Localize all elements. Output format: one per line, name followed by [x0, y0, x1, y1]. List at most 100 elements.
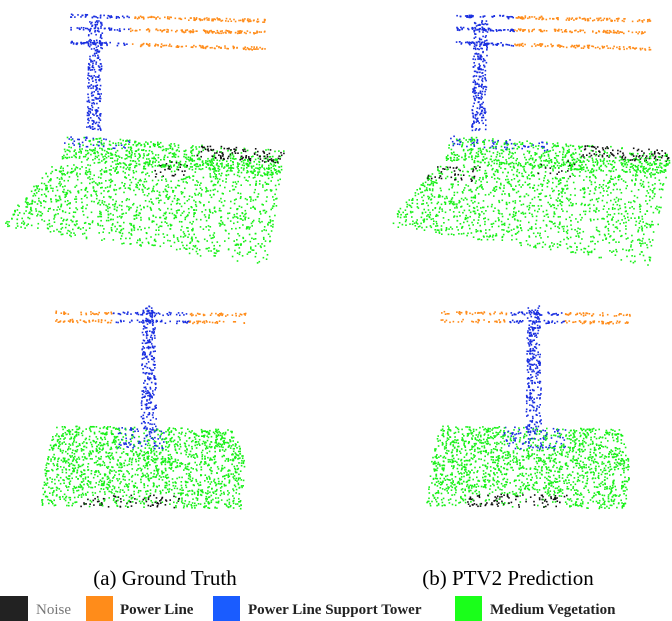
- point: [91, 201, 93, 203]
- point: [559, 46, 561, 48]
- point: [102, 225, 104, 227]
- point: [589, 146, 591, 148]
- point: [573, 174, 575, 176]
- point: [149, 201, 151, 203]
- point: [228, 156, 230, 158]
- point: [650, 49, 652, 51]
- point: [409, 199, 411, 201]
- point: [528, 31, 530, 33]
- point: [197, 194, 199, 196]
- point: [266, 189, 268, 191]
- point: [159, 18, 161, 20]
- point: [94, 31, 96, 33]
- point: [135, 30, 137, 32]
- point: [258, 173, 260, 175]
- point: [470, 17, 472, 19]
- point: [116, 228, 118, 230]
- point: [613, 30, 615, 32]
- point: [118, 43, 120, 45]
- point: [432, 218, 434, 220]
- point: [412, 198, 414, 200]
- point: [533, 29, 535, 31]
- point: [470, 189, 472, 191]
- point: [261, 166, 263, 168]
- point: [515, 163, 517, 165]
- point: [623, 49, 625, 51]
- point: [238, 170, 240, 172]
- point: [172, 201, 174, 203]
- point: [69, 231, 71, 233]
- point: [237, 152, 239, 154]
- point: [474, 100, 476, 102]
- point: [506, 161, 508, 163]
- point: [74, 234, 76, 236]
- point: [173, 156, 175, 158]
- point: [227, 150, 229, 152]
- point: [478, 101, 480, 103]
- point: [627, 159, 629, 161]
- point: [240, 243, 242, 245]
- point: [476, 53, 478, 55]
- point: [187, 176, 189, 178]
- point: [256, 48, 258, 50]
- point: [136, 165, 138, 167]
- point: [484, 91, 486, 93]
- point: [247, 170, 249, 172]
- point: [656, 166, 658, 168]
- point: [562, 154, 564, 156]
- point: [97, 129, 99, 131]
- point: [484, 60, 486, 62]
- point: [484, 217, 486, 219]
- point: [228, 249, 230, 251]
- point: [569, 205, 571, 207]
- point: [268, 183, 270, 185]
- point: [465, 42, 467, 44]
- point: [93, 190, 95, 192]
- point: [279, 171, 281, 173]
- point: [121, 209, 123, 211]
- point: [115, 154, 117, 156]
- point: [487, 31, 489, 33]
- point: [169, 240, 171, 242]
- point: [80, 42, 82, 44]
- point: [580, 189, 582, 191]
- point: [446, 227, 448, 229]
- point: [579, 228, 581, 230]
- point: [30, 213, 32, 215]
- point: [511, 152, 513, 154]
- point: [202, 45, 204, 47]
- point: [105, 161, 107, 163]
- point: [517, 176, 519, 178]
- point: [567, 185, 569, 187]
- point: [208, 201, 210, 203]
- point: [235, 21, 237, 23]
- point: [145, 174, 147, 176]
- point: [76, 174, 78, 176]
- point: [103, 159, 105, 161]
- point: [239, 163, 241, 165]
- point: [199, 184, 201, 186]
- point: [562, 226, 564, 228]
- point: [48, 191, 50, 193]
- point: [99, 213, 101, 215]
- point: [96, 98, 98, 100]
- point: [564, 31, 566, 33]
- point: [219, 160, 221, 162]
- point: [646, 227, 648, 229]
- point: [236, 47, 238, 49]
- point: [178, 151, 180, 153]
- point: [644, 31, 646, 33]
- point: [548, 155, 550, 157]
- point: [64, 194, 66, 196]
- point: [612, 208, 614, 210]
- point: [67, 230, 69, 232]
- point: [632, 167, 634, 169]
- point: [168, 186, 170, 188]
- point: [551, 159, 553, 161]
- point: [36, 210, 38, 212]
- point: [486, 49, 488, 51]
- point: [491, 204, 493, 206]
- point: [538, 208, 540, 210]
- point: [221, 146, 223, 148]
- point: [224, 187, 226, 189]
